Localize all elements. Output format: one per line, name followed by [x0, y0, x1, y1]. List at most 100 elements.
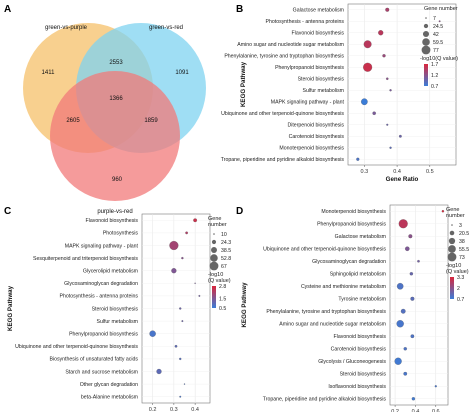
data-point: [386, 77, 389, 80]
category-label: Carotenoid biosynthesis: [331, 347, 387, 353]
data-point: [408, 234, 413, 239]
category-label: Phenylpropanoid biosynthesis: [317, 222, 386, 228]
category-label: Photosynthesis: [103, 231, 139, 237]
data-point: [394, 357, 402, 365]
category-label: Phenylalanine, tyrosine and tryptophan b…: [224, 54, 344, 60]
category-label: Glycerolipid metabolism: [83, 269, 138, 275]
legend-size-dot: [213, 233, 215, 235]
venn-label-purple-vs-red: purple-vs-red: [97, 209, 132, 215]
data-point: [398, 134, 402, 138]
data-point: [193, 218, 197, 223]
category-label: Phenylpropanoid biosynthesis: [275, 65, 344, 71]
category-label: Sulfur metabolism: [302, 88, 344, 94]
legend-size-label: 52.8: [221, 256, 231, 262]
data-point: [181, 256, 184, 260]
venn-label-green-vs-red: green-vs-red: [149, 25, 183, 31]
legend-size-dot: [211, 247, 217, 253]
x-tick-label: 0.2: [149, 407, 157, 412]
data-point: [400, 308, 406, 314]
legend-size-label: 24.3: [221, 240, 231, 246]
legend-size-dot: [448, 237, 456, 245]
legend-size-label: 20.5: [459, 231, 469, 237]
y-axis-title: KEGG Pathway: [241, 282, 248, 328]
data-point: [198, 294, 201, 297]
data-point: [363, 40, 372, 49]
data-point: [385, 7, 390, 12]
y-axis-title: KEGG Pathway: [240, 61, 247, 107]
colorbar: [424, 64, 428, 86]
category-label: Steroid biosynthesis: [298, 77, 345, 83]
legend-color-title: -log10(Q value): [420, 56, 458, 62]
data-point: [156, 368, 162, 375]
category-label: Isoflavonoid biosynthesis: [328, 384, 386, 390]
category-label: Carotenoid biosynthesis: [289, 134, 345, 140]
category-label: Starch and sucrose metabolism: [65, 369, 138, 375]
category-label: Glycolysis / Gluconeogenesis: [318, 359, 386, 365]
category-label: Biosynthesis of unsaturated fatty acids: [49, 357, 138, 363]
dotplot-panel-b: B 0.3 0.4 0.5 Galactose metabolism Photosynt…: [221, 3, 458, 183]
category-label: Tropane, piperidine and pyridine alkaloi…: [263, 397, 387, 403]
legend-size-dot: [423, 23, 429, 29]
colorbar-tick-label: 3.3: [457, 275, 464, 281]
category-label: Tyrosine metabolism: [338, 297, 386, 303]
category-label: Ubiquinone and other terpenoid-quinone b…: [15, 344, 138, 350]
legend-color-title: -log10: [446, 263, 461, 269]
legend-size-label: 38.5: [221, 248, 231, 254]
colorbar-tick-label: 0.5: [219, 306, 226, 312]
data-point: [356, 157, 360, 161]
legend-size-title: number: [208, 222, 227, 228]
venn-circle-purple-vs-red: [50, 71, 180, 201]
legend-size-dot: [422, 30, 430, 38]
category-label: Flavonoid biosynthesis: [86, 218, 139, 224]
category-label: Glycosaminoglycan degradation: [64, 281, 138, 287]
data-point: [171, 268, 177, 274]
data-point: [410, 334, 415, 339]
colorbar-tick-label: 2.8: [219, 284, 226, 290]
data-point: [398, 219, 408, 229]
data-point: [441, 210, 445, 213]
category-label: Sulfur metabolism: [96, 319, 138, 325]
legend-size-label: 24.5: [433, 24, 443, 30]
legend-size-label: 3: [459, 223, 462, 229]
venn-count-only-green-vs-red: 1091: [175, 70, 189, 76]
data-point: [194, 282, 196, 284]
data-point: [183, 383, 186, 385]
legend-size-label: 77: [433, 48, 439, 54]
legend-size-label: 42: [433, 32, 439, 38]
category-label: Monoterpenoid biosynthesis: [321, 209, 386, 215]
category-label: Steroid biosynthesis: [92, 306, 139, 312]
category-label: MAPK signaling pathway - plant: [65, 243, 139, 249]
panel-label-a: A: [4, 4, 11, 15]
legend-size-dot: [421, 45, 431, 55]
legend-size-title: Gene: [446, 207, 459, 213]
colorbar-tick-label: 1.7: [431, 62, 438, 68]
colorbar-tick-label: 0.7: [431, 84, 438, 90]
legend-size-label: 38: [459, 239, 465, 245]
category-label: beta-Alanine metabolism: [81, 395, 138, 401]
data-point: [410, 296, 415, 301]
data-point: [174, 344, 178, 348]
colorbar-tick-label: 0.7: [457, 297, 464, 303]
data-point: [434, 385, 437, 388]
legend-size-title: number: [446, 213, 465, 219]
data-point: [181, 320, 184, 323]
venn-count-only-green-vs-purple: 1411: [42, 70, 56, 76]
legend-color-title: -log10: [208, 272, 223, 278]
category-label: Ubiquinone and other terpenoid-quinone b…: [263, 247, 386, 253]
legend-size-label: 7: [433, 16, 436, 22]
legend-size-dot: [448, 245, 456, 253]
panel-label-c: C: [4, 206, 11, 217]
data-point: [179, 307, 182, 310]
x-tick-label: 0.6: [432, 409, 440, 412]
venn-count-all: 1366: [109, 96, 123, 102]
category-label: Cysteine and methionine metabolism: [301, 284, 386, 290]
data-point: [389, 89, 392, 92]
category-label: Flavonoid biosynthesis: [334, 334, 387, 340]
colorbar-tick-label: 2: [457, 286, 460, 292]
data-point: [386, 123, 389, 126]
venn-label-green-vs-purple: green-vs-purple: [45, 25, 88, 31]
dotplot-panel-d: D 0.2 0.4 0.6 Monoterpenoid biosynthesis Phe…: [236, 204, 469, 412]
x-tick-label: 0.5: [426, 169, 434, 175]
y-axis-title: KEGG Pathway: [7, 285, 14, 331]
